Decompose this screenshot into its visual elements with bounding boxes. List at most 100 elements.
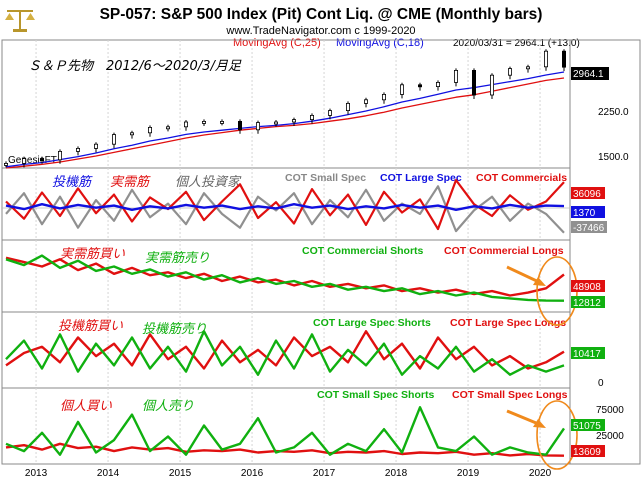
logo-post: [19, 10, 21, 30]
logo-base: [13, 29, 27, 32]
legend-commercials: COT Commercials: [476, 172, 567, 184]
price-bar-body: [345, 103, 350, 112]
series-large-spec-longs: [5, 330, 565, 370]
readout-large-spec-longs-bg: [571, 347, 605, 359]
legend-small-spec-shorts: COT Small Spec Shorts: [317, 389, 434, 401]
ma18-line: [5, 71, 565, 168]
x-tick-label: 2020: [529, 468, 552, 479]
jp-label-commercial-buy: 実需筋買い: [60, 247, 125, 262]
ma18-label: MovingAvg (C,18): [336, 37, 424, 49]
readout-large-spec: 1370: [573, 208, 596, 219]
ma25-line: [5, 77, 565, 169]
price-bar-body: [489, 74, 494, 96]
readout-small-spec-longs-bg: [571, 445, 605, 457]
logo-pan-right: [26, 13, 35, 20]
genesis-watermark: GenesisFT: [8, 155, 57, 166]
arrowhead-small-spec: [533, 419, 546, 428]
right-scale-column: [569, 39, 641, 465]
price-y-tick: 1500.0: [598, 152, 629, 163]
credit-text: www.TradeNavigator.com c 1999-2020: [225, 25, 415, 37]
price-y-tick-labels: 2250.0 1500.0: [598, 107, 629, 163]
jp-label-spec-sell: 投機筋売り: [142, 322, 207, 337]
legend-large-spec-shorts: COT Large Spec Shorts: [313, 317, 431, 329]
readout-large-spec-longs: 10417: [573, 349, 601, 360]
year-grid: [35, 40, 541, 464]
price-bar-body: [526, 66, 531, 70]
price-readout-value: 2964.1: [573, 69, 604, 80]
price-bar-body: [471, 70, 476, 96]
price-bar-body: [76, 147, 81, 152]
large-spec-series-group: [5, 330, 565, 376]
price-bar-body: [363, 99, 368, 104]
price-bar-body: [183, 121, 188, 128]
readout-small-spec-shorts-bg: [571, 419, 605, 431]
price-bar-body: [58, 150, 63, 161]
cot-net-series-group: [2, 179, 570, 234]
price-bar-body: [435, 82, 440, 88]
price-readout-bg: [571, 67, 609, 80]
jp-label-individual-buy: 個人買い: [60, 399, 112, 414]
price-bar-body: [94, 143, 99, 149]
price-bar-body: [112, 134, 117, 145]
panel5-readouts: 75000 51075 25000 13609: [571, 405, 624, 458]
legend-large-spec-longs: COT Large Spec Longs: [450, 317, 566, 329]
scales-logo-icon: [5, 10, 35, 32]
price-bar-body: [201, 121, 206, 124]
price-bar-body: [507, 68, 512, 76]
x-axis-year-labels: 2013 2014 2015 2016 2017 2018 2019 2020: [25, 468, 552, 479]
price-bar-body: [40, 158, 45, 162]
x-tick-label: 2018: [385, 468, 408, 479]
price-bar-body: [255, 122, 260, 131]
series-large-spec-shorts: [5, 330, 565, 376]
price-series-group: [4, 49, 567, 169]
x-tick-label: 2013: [25, 468, 48, 479]
arrowhead-commercial: [533, 277, 546, 286]
series-small-spec-longs: [5, 442, 565, 457]
price-bar-body: [219, 121, 224, 124]
price-bar-body: [309, 115, 314, 121]
legend-small-spec: COT Small Spec: [285, 172, 366, 184]
series-small-spec-shorts: [5, 406, 565, 456]
panel4-zero-tick: 0: [598, 378, 604, 389]
x-tick-label: 2014: [97, 468, 120, 479]
small-spec-series-group: [5, 406, 565, 457]
price-bar-body: [417, 84, 422, 88]
jp-label-spec-buy: 投機筋買い: [58, 319, 123, 334]
ma25-label: MovingAvg (C,25): [233, 37, 321, 49]
panel3-readouts: 48908 12812: [571, 280, 605, 309]
price-bar-body: [453, 70, 458, 83]
readout-large-spec-bg: [571, 206, 605, 218]
series-commercials: [5, 179, 565, 231]
price-bar-body: [291, 119, 296, 123]
panel2-readouts: 36096 1370 -37466: [571, 187, 607, 234]
readout-small-spec: -37466: [573, 223, 605, 234]
x-tick-label: 2015: [169, 468, 192, 479]
readout-small-spec-shorts: 51075: [573, 421, 601, 432]
chart-title: SP-057: S&P 500 Index (Pit) Cont Liq. @ …: [100, 6, 543, 23]
price-bar-body: [21, 158, 26, 164]
last-bar-readout: 2020/03/31 = 2964.1 (+13.0): [453, 38, 580, 49]
legend-large-spec: COT Large Spec: [380, 172, 462, 184]
price-bar-body: [399, 84, 404, 95]
price-readout-box: 2964.1: [571, 67, 609, 80]
series-commercial-shorts: [5, 254, 565, 302]
highlight-arrow-small-spec: [506, 409, 542, 427]
readout-small-spec-bg: [571, 221, 607, 233]
logo-beam: [7, 10, 33, 12]
readout-commercial-shorts-bg: [571, 296, 605, 308]
highlight-arrow-commercial: [506, 265, 542, 285]
jp-label-speculators: 投機筋: [52, 175, 93, 190]
jp-label-small-investors: 個人投資家: [175, 174, 242, 190]
price-bar-body: [237, 121, 242, 131]
panel5-tick-25000: 25000: [596, 431, 624, 442]
legend-commercial-shorts: COT Commercial Shorts: [302, 245, 424, 257]
logo-pan-left: [5, 13, 14, 20]
x-tick-label: 2016: [241, 468, 264, 479]
x-tick-label: 2017: [313, 468, 336, 479]
price-bar-body: [544, 50, 549, 68]
legend-small-spec-longs: COT Small Spec Longs: [452, 389, 568, 401]
highlight-ellipse-small-spec: [536, 400, 578, 470]
readout-commercial-longs-bg: [571, 280, 605, 292]
readout-small-spec-longs: 13609: [573, 447, 601, 458]
